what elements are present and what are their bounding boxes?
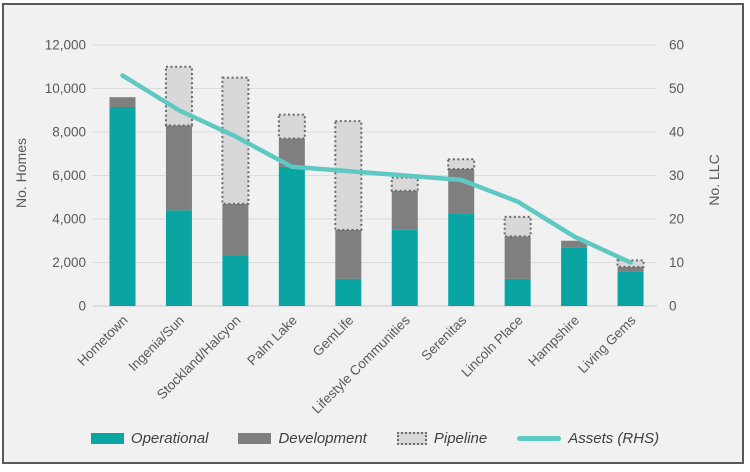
legend-item-operational: Operational: [90, 430, 209, 447]
category-label: Palm Lake: [244, 313, 300, 369]
assets-line: [120, 73, 633, 265]
bar-segment-pipeline: [277, 113, 306, 140]
bar-segment-development: [165, 125, 192, 211]
bar-segment-development: [391, 190, 418, 230]
category-label: Living Gems: [575, 312, 639, 376]
bar-segment-operational: [617, 271, 644, 306]
right-axis-tick: 60: [669, 38, 684, 53]
right-axis-tick: 10: [669, 255, 684, 270]
right-axis-tick: 40: [669, 125, 684, 140]
category-label: Lifestyle Communities: [309, 312, 413, 416]
bar-segment-operational: [109, 106, 136, 306]
category-label: Hometown: [74, 313, 130, 369]
bar-segment-pipeline: [503, 215, 532, 238]
bar-segment-operational: [448, 213, 475, 306]
operational-swatch-icon: [90, 433, 124, 444]
bar-segment-operational: [278, 166, 305, 306]
bar-segment-development: [335, 229, 362, 279]
bar-segment-operational: [561, 247, 588, 306]
left-axis-tick: 6,000: [52, 168, 86, 183]
bar-segment-development: [448, 168, 475, 214]
left-axis-tick: 12,000: [45, 38, 86, 53]
left-axis-tick: 2,000: [52, 255, 86, 270]
bar-segment-pipeline: [390, 176, 419, 192]
bar-segment-pipeline: [334, 120, 363, 231]
bar-segment-operational: [335, 278, 362, 306]
right-axis-tick: 30: [669, 168, 684, 183]
category-label: Serenitas: [418, 312, 469, 363]
category-label: Hampshire: [525, 313, 582, 370]
right-axis-tick: 50: [669, 81, 684, 96]
category-label: Ingenia/Sun: [126, 313, 188, 375]
bar-segment-operational: [222, 255, 249, 306]
bar-segment-development: [617, 266, 644, 272]
legend-label-assets: Assets (RHS): [568, 430, 660, 447]
assets-line-swatch-icon: [517, 436, 562, 441]
legend-item-development: Development: [238, 430, 367, 447]
bar-segment-operational: [391, 229, 418, 306]
legend-label-operational: Operational: [130, 430, 209, 447]
pipeline-swatch-icon: [396, 432, 427, 445]
development-swatch-icon: [238, 433, 272, 444]
left-axis-title: No. Homes: [13, 137, 29, 209]
bar-segment-development: [504, 236, 531, 279]
right-axis-tick: 0: [669, 299, 677, 314]
left-axis-tick: 8,000: [52, 125, 86, 140]
legend-label-development: Development: [278, 430, 367, 447]
legend-label-pipeline: Pipeline: [433, 430, 488, 447]
legend-item-assets: Assets (RHS): [517, 430, 659, 447]
bar-segment-development: [222, 203, 249, 256]
right-axis-tick: 20: [669, 212, 684, 227]
legend-item-pipeline: Pipeline: [396, 430, 488, 447]
bar-segment-pipeline: [447, 158, 476, 170]
left-axis-tick: 10,000: [45, 81, 86, 96]
left-axis-tick: 0: [78, 299, 86, 314]
right-axis-title: No. LLC: [706, 154, 722, 206]
legend: Operational Development Pipeline Assets …: [0, 430, 750, 447]
bar-segment-pipeline: [164, 65, 193, 127]
category-label: GemLife: [310, 313, 357, 360]
bar-segment-development: [109, 97, 136, 107]
bar-segment-operational: [165, 210, 192, 306]
left-axis-tick: 4,000: [52, 212, 86, 227]
bar-segment-operational: [504, 278, 531, 306]
bar-segment-development: [561, 240, 588, 248]
